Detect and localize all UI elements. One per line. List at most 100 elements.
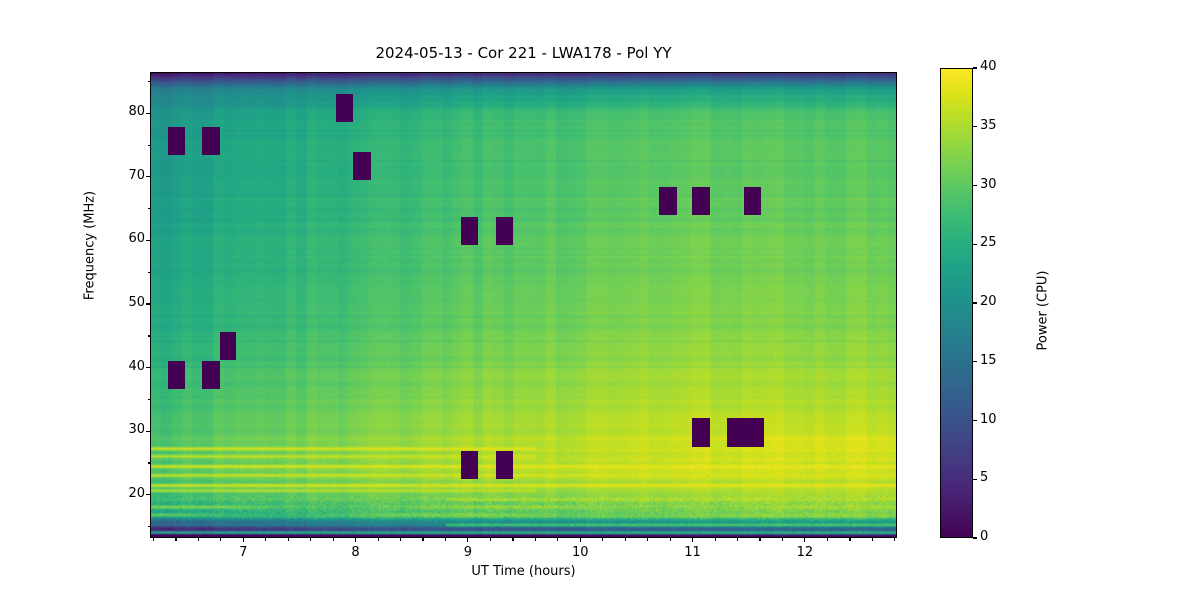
y-tick-label: 30 — [128, 422, 145, 438]
y-tick — [146, 239, 150, 242]
colorbar-tick — [973, 302, 977, 304]
masked-block — [336, 93, 354, 122]
x-tick — [804, 538, 806, 542]
x-tick-minor — [849, 538, 851, 541]
x-tick-label: 8 — [351, 545, 360, 560]
x-tick-minor — [894, 538, 896, 541]
x-axis-label: UT Time (hours) — [471, 564, 576, 579]
x-tick — [691, 538, 694, 542]
y-axis-label: Frequency (MHz) — [82, 190, 98, 301]
y-tick-label: 20 — [128, 485, 145, 501]
colorbar-label: Power (CPU) — [1035, 270, 1051, 351]
colorbar-tick-label: 40 — [980, 59, 997, 74]
colorbar-tick — [973, 243, 977, 245]
x-tick-minor — [736, 538, 739, 541]
x-tick-minor — [714, 538, 716, 541]
y-tick-minor — [147, 398, 150, 401]
colorbar-tick-label: 30 — [980, 176, 997, 192]
x-tick-minor — [489, 538, 492, 541]
x-tick-minor — [534, 538, 536, 541]
masked-block — [692, 418, 711, 448]
x-tick-minor — [220, 538, 222, 541]
x-tick-minor — [444, 538, 447, 541]
colorbar-tick-label: 25 — [980, 235, 997, 251]
colorbar-tick-label: 35 — [980, 117, 997, 133]
x-tick-minor — [175, 538, 177, 541]
y-tick — [146, 176, 150, 178]
y-tick-minor — [147, 144, 150, 146]
y-tick — [146, 430, 150, 432]
x-tick-minor — [265, 538, 267, 541]
x-tick-minor — [624, 538, 626, 541]
masked-block — [167, 127, 185, 155]
colorbar-tick — [973, 184, 977, 187]
x-tick-minor — [310, 538, 312, 541]
dynamic-spectrum-image — [151, 73, 896, 537]
colorbar-gradient — [941, 69, 972, 537]
y-tick-minor — [147, 81, 150, 83]
x-tick — [354, 538, 357, 542]
colorbar-tick — [973, 67, 977, 69]
y-tick-minor — [147, 526, 150, 528]
colorbar[interactable] — [940, 68, 973, 538]
masked-block — [744, 187, 761, 216]
y-tick — [146, 494, 150, 496]
x-tick-minor — [871, 538, 873, 541]
y-tick-label: 80 — [128, 104, 145, 120]
masked-block — [461, 217, 478, 246]
y-tick-label: 40 — [128, 358, 145, 374]
x-tick-minor — [287, 538, 289, 541]
x-tick-minor — [512, 538, 514, 541]
x-tick-label: 9 — [463, 545, 473, 560]
masked-block — [353, 152, 372, 181]
page-title: 2024-05-13 - Cor 221 - LWA178 - Pol YY — [375, 44, 672, 62]
masked-block — [219, 331, 237, 360]
x-tick-minor — [781, 538, 784, 541]
y-tick-minor — [147, 208, 150, 210]
y-tick-minor — [147, 335, 150, 337]
masked-block — [201, 360, 220, 389]
x-tick-label: 11 — [684, 545, 701, 560]
y-tick-label: 60 — [128, 231, 145, 247]
x-tick-minor — [399, 538, 402, 541]
x-tick-minor — [557, 538, 559, 541]
y-tick-label: 50 — [128, 295, 145, 311]
colorbar-tick-label: 20 — [980, 294, 997, 309]
x-tick-label: 12 — [796, 545, 814, 560]
colorbar-tick-label: 5 — [980, 470, 989, 486]
x-tick-minor — [197, 538, 199, 541]
x-tick — [467, 538, 469, 542]
x-tick-minor — [152, 538, 155, 541]
masked-block — [201, 127, 220, 155]
x-tick-minor — [332, 538, 334, 541]
colorbar-tick-label: 15 — [980, 352, 997, 368]
masked-block — [692, 187, 711, 216]
x-tick-minor — [422, 538, 424, 541]
colorbar-tick — [973, 537, 977, 539]
y-tick — [146, 303, 150, 305]
colorbar-tick — [973, 478, 977, 480]
masked-block — [167, 360, 185, 389]
spectrogram-axes[interactable] — [150, 72, 897, 538]
y-tick-minor — [147, 462, 150, 464]
x-tick — [579, 538, 581, 542]
y-tick — [146, 367, 150, 369]
masked-block — [495, 217, 513, 246]
x-tick-minor — [669, 538, 671, 541]
y-tick — [146, 112, 150, 114]
x-tick-minor — [826, 538, 829, 541]
colorbar-tick — [973, 419, 977, 422]
x-tick-minor — [602, 538, 604, 541]
y-tick-label: 70 — [128, 167, 145, 183]
x-tick-minor — [647, 538, 649, 541]
x-tick — [242, 538, 244, 542]
colorbar-tick-label: 0 — [980, 529, 989, 544]
masked-block — [658, 187, 677, 216]
x-tick-label: 10 — [571, 545, 589, 560]
x-tick-minor — [377, 538, 379, 541]
x-tick-label: 7 — [239, 545, 248, 560]
colorbar-tick — [973, 126, 977, 128]
masked-block — [495, 451, 513, 480]
masked-block — [461, 451, 478, 480]
